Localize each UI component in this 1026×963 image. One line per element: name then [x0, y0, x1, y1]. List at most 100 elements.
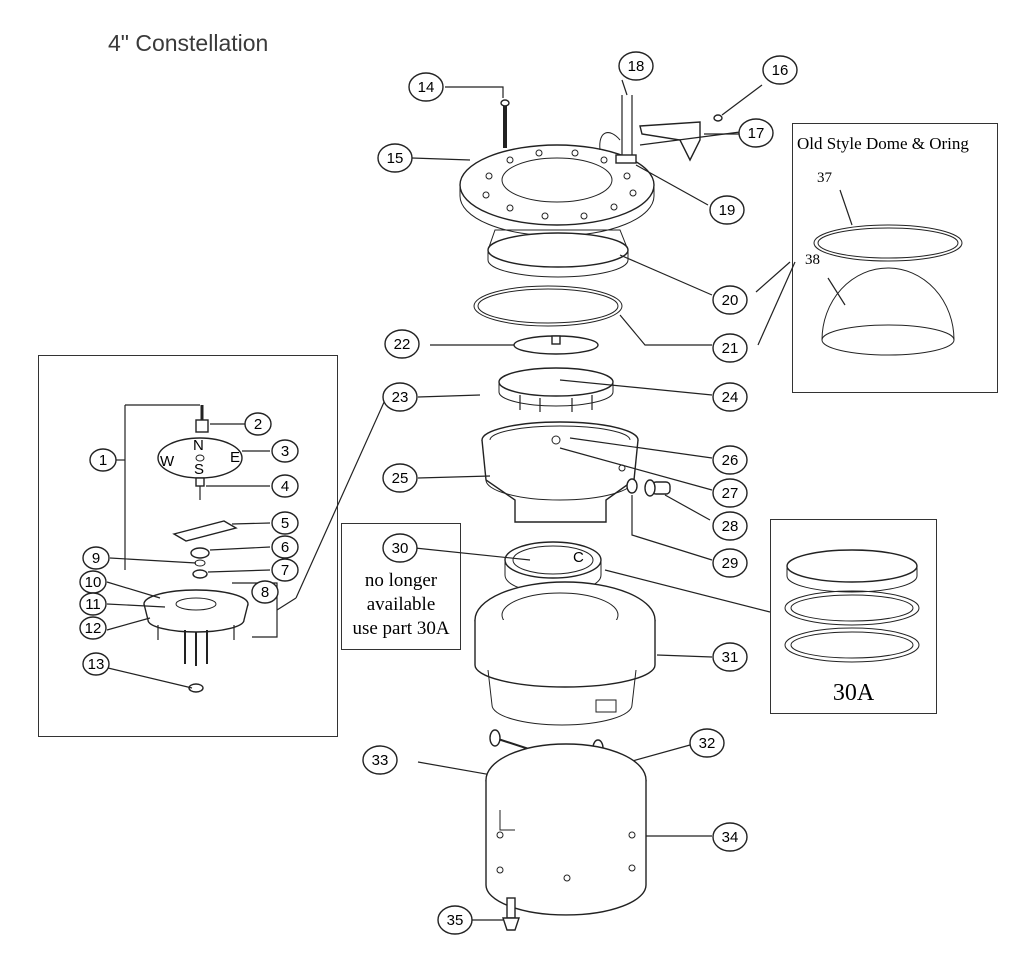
callout-27-label: 27 — [722, 485, 739, 502]
callout-25-label: 25 — [392, 470, 409, 487]
callout-11-label: 11 — [85, 596, 101, 613]
callout-19: 19 — [709, 195, 745, 225]
callout-21-label: 21 — [722, 340, 739, 357]
callout-12: 12 — [79, 616, 107, 640]
callout-34: 34 — [712, 822, 748, 852]
callout-32: 32 — [689, 728, 725, 758]
callout-3: 3 — [271, 439, 299, 463]
compass-s: S — [194, 461, 204, 478]
diagram-title: 4" Constellation — [108, 30, 269, 56]
old-style-heading: Old Style Dome & Oring — [797, 134, 969, 153]
callout-1: 1 — [89, 448, 117, 472]
callout-8: 8 — [251, 580, 279, 604]
callout-32-label: 32 — [699, 735, 716, 752]
note-line-3: use part 30A — [352, 618, 450, 639]
callout-15-label: 15 — [387, 150, 404, 167]
callout-34-label: 34 — [722, 829, 739, 846]
part-30-mark: C — [573, 549, 584, 566]
callout-28-label: 28 — [722, 518, 739, 535]
part-14-screw — [445, 86, 510, 148]
callout-35: 35 — [437, 905, 473, 935]
part-21-oring — [473, 285, 712, 346]
callout-24-label: 24 — [722, 389, 739, 406]
callout-31-label: 31 — [722, 649, 739, 666]
inset-compass-parts: N S E W — [106, 404, 297, 693]
part-31-body — [474, 581, 713, 726]
part-28-29-screw — [626, 478, 713, 561]
compass-w: W — [160, 453, 175, 470]
callout-3-label: 3 — [281, 443, 289, 460]
callout-9-label: 9 — [92, 550, 100, 567]
part-25-housing — [417, 421, 713, 523]
callout-17: 17 — [738, 118, 774, 148]
callout-1-label: 1 — [99, 452, 107, 469]
callout-4-label: 4 — [281, 478, 289, 495]
callout-28: 28 — [712, 511, 748, 541]
callout-5: 5 — [271, 511, 299, 535]
callout-16-label: 16 — [772, 62, 789, 79]
callout-18-label: 18 — [628, 58, 645, 75]
callout-29: 29 — [712, 548, 748, 578]
callout-2: 2 — [244, 412, 272, 436]
part-37-oring — [813, 189, 963, 262]
compass-e: E — [230, 449, 240, 466]
part-35-screw — [472, 897, 520, 931]
callout-30-label: 30 — [392, 540, 409, 557]
callout-6: 6 — [271, 535, 299, 559]
callout-35-label: 35 — [447, 912, 464, 929]
callout-23-label: 23 — [392, 389, 409, 406]
part-20-gasket — [487, 229, 713, 296]
callout-6-label: 6 — [281, 539, 289, 556]
part-38-dome — [821, 267, 955, 356]
callout-31: 31 — [712, 642, 748, 672]
callout-29-label: 29 — [722, 555, 739, 572]
callout-19-label: 19 — [719, 202, 736, 219]
part-30-lens: C — [414, 541, 771, 613]
callout-13: 13 — [82, 652, 110, 676]
part-24-mount — [417, 367, 713, 412]
callout-17-label: 17 — [748, 125, 765, 142]
callout-33-label: 33 — [372, 752, 389, 769]
callout-21: 21 — [712, 333, 748, 363]
callout-10-label: 10 — [85, 574, 102, 591]
callout-5-label: 5 — [281, 515, 289, 532]
callout-16: 16 — [762, 55, 798, 85]
callout-9: 9 — [82, 546, 110, 570]
callout-8-label: 8 — [261, 584, 269, 601]
callout-24: 24 — [712, 382, 748, 412]
callout-33: 33 — [362, 745, 398, 775]
callout-10: 10 — [79, 570, 107, 594]
part-30a-lens-oring-set — [784, 549, 920, 663]
callout-12-label: 12 — [85, 620, 102, 637]
label-38: 38 — [805, 252, 820, 268]
callout-7: 7 — [271, 558, 299, 582]
compass-n: N — [193, 437, 204, 454]
callout-11: 11 — [79, 592, 107, 616]
callout-13-label: 13 — [88, 656, 105, 673]
callout-2-label: 2 — [254, 416, 262, 433]
callout-14-label: 14 — [418, 79, 435, 96]
label-37: 37 — [817, 170, 832, 186]
callout-20: 20 — [712, 285, 748, 315]
callout-25: 25 — [382, 463, 418, 493]
callout-23: 23 — [382, 382, 418, 412]
callout-7-label: 7 — [281, 562, 289, 579]
callout-15: 15 — [377, 143, 413, 173]
part-34-base — [485, 743, 712, 916]
callout-26: 26 — [712, 445, 748, 475]
callout-22: 22 — [384, 329, 420, 359]
callout-30: 30 — [382, 533, 418, 563]
label-30a: 30A — [832, 680, 875, 706]
callout-22-label: 22 — [394, 336, 411, 353]
note-line-1: no longer — [364, 570, 438, 591]
callout-27: 27 — [712, 478, 748, 508]
callout-18: 18 — [618, 51, 654, 81]
callout-26-label: 26 — [722, 452, 739, 469]
callout-20-label: 20 — [722, 292, 739, 309]
callout-4: 4 — [271, 474, 299, 498]
callout-14: 14 — [408, 72, 444, 102]
note-line-2: available — [366, 594, 436, 615]
part-16-19-hardware — [599, 79, 763, 206]
